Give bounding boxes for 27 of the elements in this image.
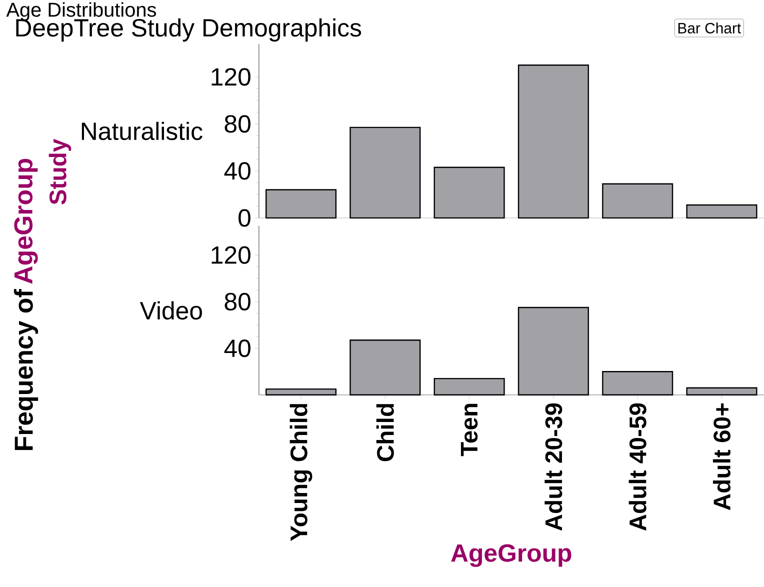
y-tick-label: 120 [212,68,250,86]
x-tick-label: Teen [460,404,478,456]
x-axis-title: AgeGroup [451,544,572,567]
y-tick-label: 40 [224,340,250,358]
y-tick-label: 0 [238,209,250,227]
y-tick-label: 80 [224,292,250,311]
text: Bar Chart [678,22,741,34]
chart-subtitle: DeepTree Study Demographics [16,18,362,42]
text: Frequency of [14,289,38,450]
y-tick-label: 120 [212,246,250,264]
bar [265,388,337,396]
bar [518,306,589,396]
x-tick-label: Adult 60+ [712,403,731,510]
bar [350,340,421,396]
text: Study [48,138,72,205]
y-tick-label: 40 [224,162,250,180]
bar [602,371,674,396]
y-axis-title: Naturalistic [82,122,202,140]
bar [686,387,758,396]
text: AgeGroup [14,158,38,284]
x-tick-label: Adult 20-39 [544,403,562,531]
x-tick-label: Young Child [290,404,312,542]
y-tick-label: 80 [224,115,250,133]
y-axis-title: Video [140,301,202,320]
bar [434,378,505,396]
x-tick-label: Child [376,404,394,462]
x-tick-label: Adult 40-59 [628,403,646,531]
